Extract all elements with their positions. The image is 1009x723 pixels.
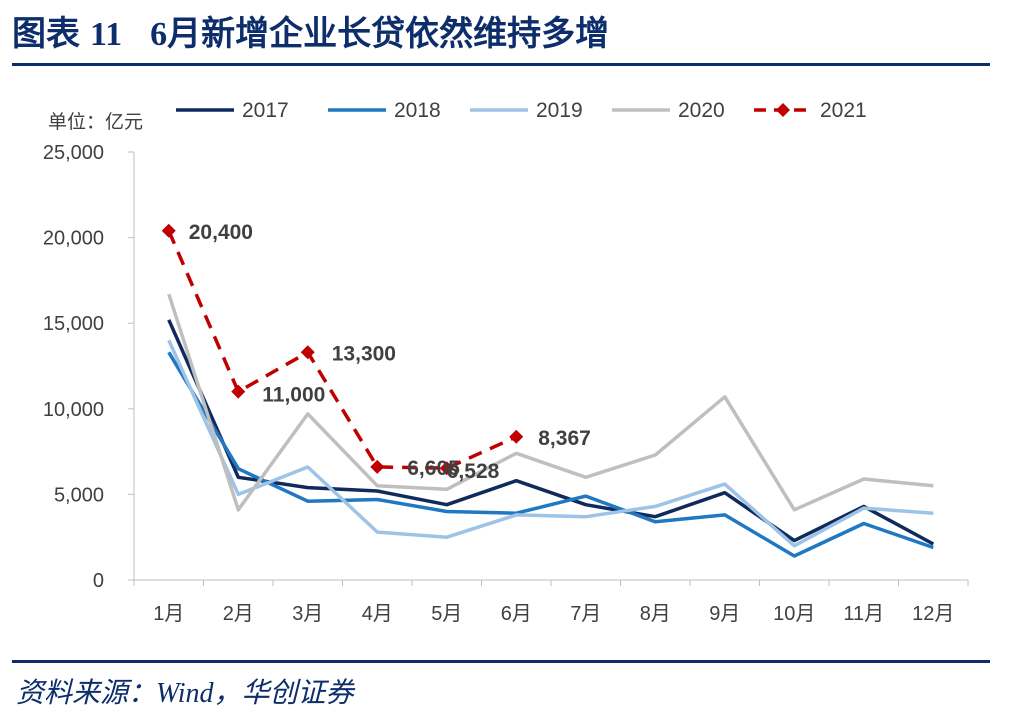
series-line-2018 <box>167 351 934 558</box>
x-tick-label: 5月 <box>431 603 462 625</box>
data-label: 13,300 <box>332 342 396 365</box>
x-tick-label: 4月 <box>362 603 393 625</box>
x-tick-label: 9月 <box>709 603 740 625</box>
legend-label-2018: 2018 <box>394 99 441 122</box>
y-tick-label: 5,000 <box>54 484 104 506</box>
data-point-2021 <box>439 461 454 476</box>
y-tick-label: 15,000 <box>43 313 104 335</box>
x-tick-label: 12月 <box>912 603 954 625</box>
data-label: 6,528 <box>447 460 500 483</box>
y-tick-label: 0 <box>93 570 104 592</box>
data-point-2021 <box>231 384 246 399</box>
x-tick-label: 10月 <box>773 603 815 625</box>
figure-title-text: 6月新增企业长贷依然维持多增 <box>150 16 610 53</box>
y-tick-label: 25,000 <box>43 142 104 164</box>
data-point-2021 <box>370 459 385 474</box>
x-tick-label: 11月 <box>843 603 884 625</box>
x-axis: 1月 2月 3月 4月 5月 6月 7月 8月 9月 10月 11月 12月 <box>133 579 969 625</box>
legend-label-2019: 2019 <box>536 99 583 122</box>
y-tick-label: 20,000 <box>43 228 104 250</box>
data-label: 20,400 <box>189 221 253 244</box>
figure-number: 11 <box>90 16 123 53</box>
x-tick-label: 2月 <box>223 603 254 625</box>
legend-marker-2021 <box>776 103 790 117</box>
data-point-2021 <box>161 223 176 238</box>
unit-label: 单位：亿元 <box>48 111 143 133</box>
title-rule <box>12 63 990 66</box>
x-tick-label: 3月 <box>292 603 323 625</box>
source-note: 资料来源：Wind，华创证券 <box>16 678 354 709</box>
data-label: 6,605 <box>407 457 460 480</box>
x-tick-label: 8月 <box>640 603 671 625</box>
data-label: 11,000 <box>262 384 325 407</box>
legend-label-2017: 2017 <box>242 99 289 122</box>
series-line-2019 <box>167 339 934 548</box>
series-group <box>161 223 935 558</box>
y-axis: 0 5,000 10,000 15,000 20,000 25,000 <box>43 142 135 592</box>
series-line-2017 <box>167 319 935 546</box>
x-tick-label: 1月 <box>153 603 184 625</box>
data-point-2021 <box>509 429 524 444</box>
legend-label-2021: 2021 <box>820 99 867 122</box>
source-rule <box>12 660 990 663</box>
data-label: 8,367 <box>538 427 591 450</box>
y-tick-label: 10,000 <box>43 399 104 421</box>
x-tick-label: 7月 <box>570 603 601 625</box>
figure-label: 图表 <box>12 16 80 53</box>
x-tick-label: 6月 <box>501 603 532 625</box>
figure-title: 图表 11 6月新增企业长贷依然维持多增 <box>12 10 609 60</box>
data-point-2021 <box>300 345 315 360</box>
legend-label-2020: 2020 <box>678 99 725 122</box>
series-line-2020 <box>167 293 934 512</box>
legend: 2017 2018 2019 2020 2021 <box>176 99 867 122</box>
series-line-2021 <box>167 230 518 470</box>
